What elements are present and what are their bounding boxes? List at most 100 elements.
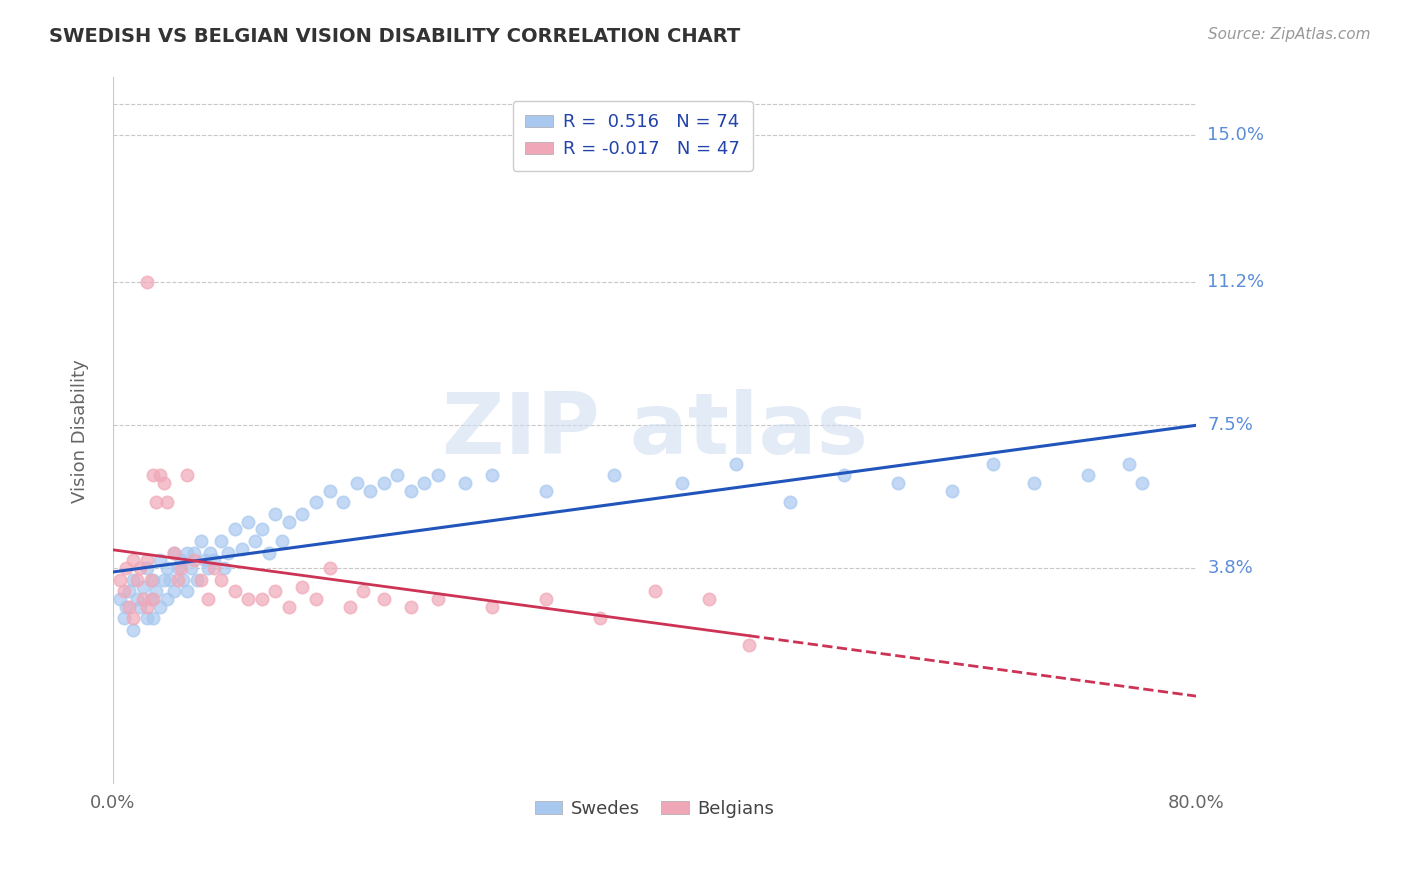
Point bbox=[186, 573, 208, 587]
Point bbox=[131, 592, 153, 607]
Point bbox=[142, 592, 165, 607]
Point bbox=[159, 573, 181, 587]
Point bbox=[115, 599, 138, 614]
Point bbox=[190, 573, 212, 587]
Point bbox=[426, 468, 449, 483]
Point bbox=[176, 468, 198, 483]
Point bbox=[250, 592, 273, 607]
Text: SWEDISH VS BELGIAN VISION DISABILITY CORRELATION CHART: SWEDISH VS BELGIAN VISION DISABILITY COR… bbox=[49, 27, 741, 45]
Point bbox=[1130, 476, 1153, 491]
Point bbox=[981, 457, 1004, 471]
Point bbox=[697, 592, 720, 607]
Point bbox=[149, 599, 172, 614]
Point bbox=[318, 561, 340, 575]
Point bbox=[224, 584, 246, 599]
Point bbox=[426, 592, 449, 607]
Point bbox=[212, 561, 235, 575]
Point bbox=[359, 483, 381, 498]
Point bbox=[603, 468, 626, 483]
Point bbox=[129, 599, 152, 614]
Point bbox=[352, 584, 374, 599]
Point bbox=[534, 483, 557, 498]
Point bbox=[724, 457, 747, 471]
Point bbox=[180, 561, 202, 575]
Point bbox=[122, 573, 145, 587]
Point bbox=[454, 476, 477, 491]
Point bbox=[163, 546, 186, 560]
Point bbox=[887, 476, 910, 491]
Point bbox=[129, 561, 152, 575]
Point bbox=[156, 592, 179, 607]
Point bbox=[399, 483, 422, 498]
Y-axis label: Vision Disability: Vision Disability bbox=[72, 359, 89, 503]
Point bbox=[183, 553, 205, 567]
Point bbox=[346, 476, 368, 491]
Point bbox=[127, 592, 149, 607]
Point bbox=[264, 507, 287, 521]
Point bbox=[291, 507, 314, 521]
Point bbox=[172, 573, 194, 587]
Point bbox=[277, 515, 299, 529]
Point bbox=[145, 495, 167, 509]
Point bbox=[387, 468, 409, 483]
Point bbox=[238, 515, 260, 529]
Point bbox=[481, 468, 503, 483]
Point bbox=[339, 599, 361, 614]
Point bbox=[163, 584, 186, 599]
Text: 3.8%: 3.8% bbox=[1208, 559, 1253, 577]
Point bbox=[941, 483, 963, 498]
Legend: Swedes, Belgians: Swedes, Belgians bbox=[527, 792, 782, 825]
Text: 7.5%: 7.5% bbox=[1208, 417, 1253, 434]
Point bbox=[156, 561, 179, 575]
Point bbox=[399, 599, 422, 614]
Point bbox=[166, 573, 188, 587]
Point bbox=[142, 573, 165, 587]
Point bbox=[644, 584, 666, 599]
Point bbox=[589, 611, 612, 625]
Point bbox=[135, 275, 157, 289]
Point bbox=[197, 592, 219, 607]
Point bbox=[264, 584, 287, 599]
Point bbox=[183, 546, 205, 560]
Point bbox=[1077, 468, 1099, 483]
Point bbox=[122, 623, 145, 637]
Point bbox=[305, 495, 328, 509]
Point bbox=[738, 638, 761, 652]
Point bbox=[112, 611, 135, 625]
Point bbox=[779, 495, 801, 509]
Point bbox=[139, 592, 162, 607]
Point bbox=[149, 553, 172, 567]
Point bbox=[153, 476, 176, 491]
Point bbox=[194, 553, 217, 567]
Point bbox=[243, 534, 266, 549]
Point bbox=[481, 599, 503, 614]
Point bbox=[122, 611, 145, 625]
Point bbox=[209, 573, 232, 587]
Point bbox=[318, 483, 340, 498]
Point bbox=[209, 534, 232, 549]
Point bbox=[305, 592, 328, 607]
Point bbox=[1118, 457, 1140, 471]
Point bbox=[217, 546, 239, 560]
Point bbox=[373, 592, 395, 607]
Point bbox=[145, 584, 167, 599]
Point bbox=[231, 541, 253, 556]
Point bbox=[108, 592, 131, 607]
Point bbox=[142, 611, 165, 625]
Text: ZIP atlas: ZIP atlas bbox=[441, 390, 868, 473]
Point bbox=[112, 584, 135, 599]
Point bbox=[135, 553, 157, 567]
Point bbox=[250, 523, 273, 537]
Point bbox=[238, 592, 260, 607]
Point bbox=[204, 553, 226, 567]
Point bbox=[1022, 476, 1045, 491]
Point bbox=[127, 573, 149, 587]
Point bbox=[176, 584, 198, 599]
Point bbox=[197, 561, 219, 575]
Text: Source: ZipAtlas.com: Source: ZipAtlas.com bbox=[1208, 27, 1371, 42]
Point bbox=[135, 561, 157, 575]
Point bbox=[118, 599, 141, 614]
Point bbox=[166, 561, 188, 575]
Point bbox=[534, 592, 557, 607]
Point bbox=[122, 553, 145, 567]
